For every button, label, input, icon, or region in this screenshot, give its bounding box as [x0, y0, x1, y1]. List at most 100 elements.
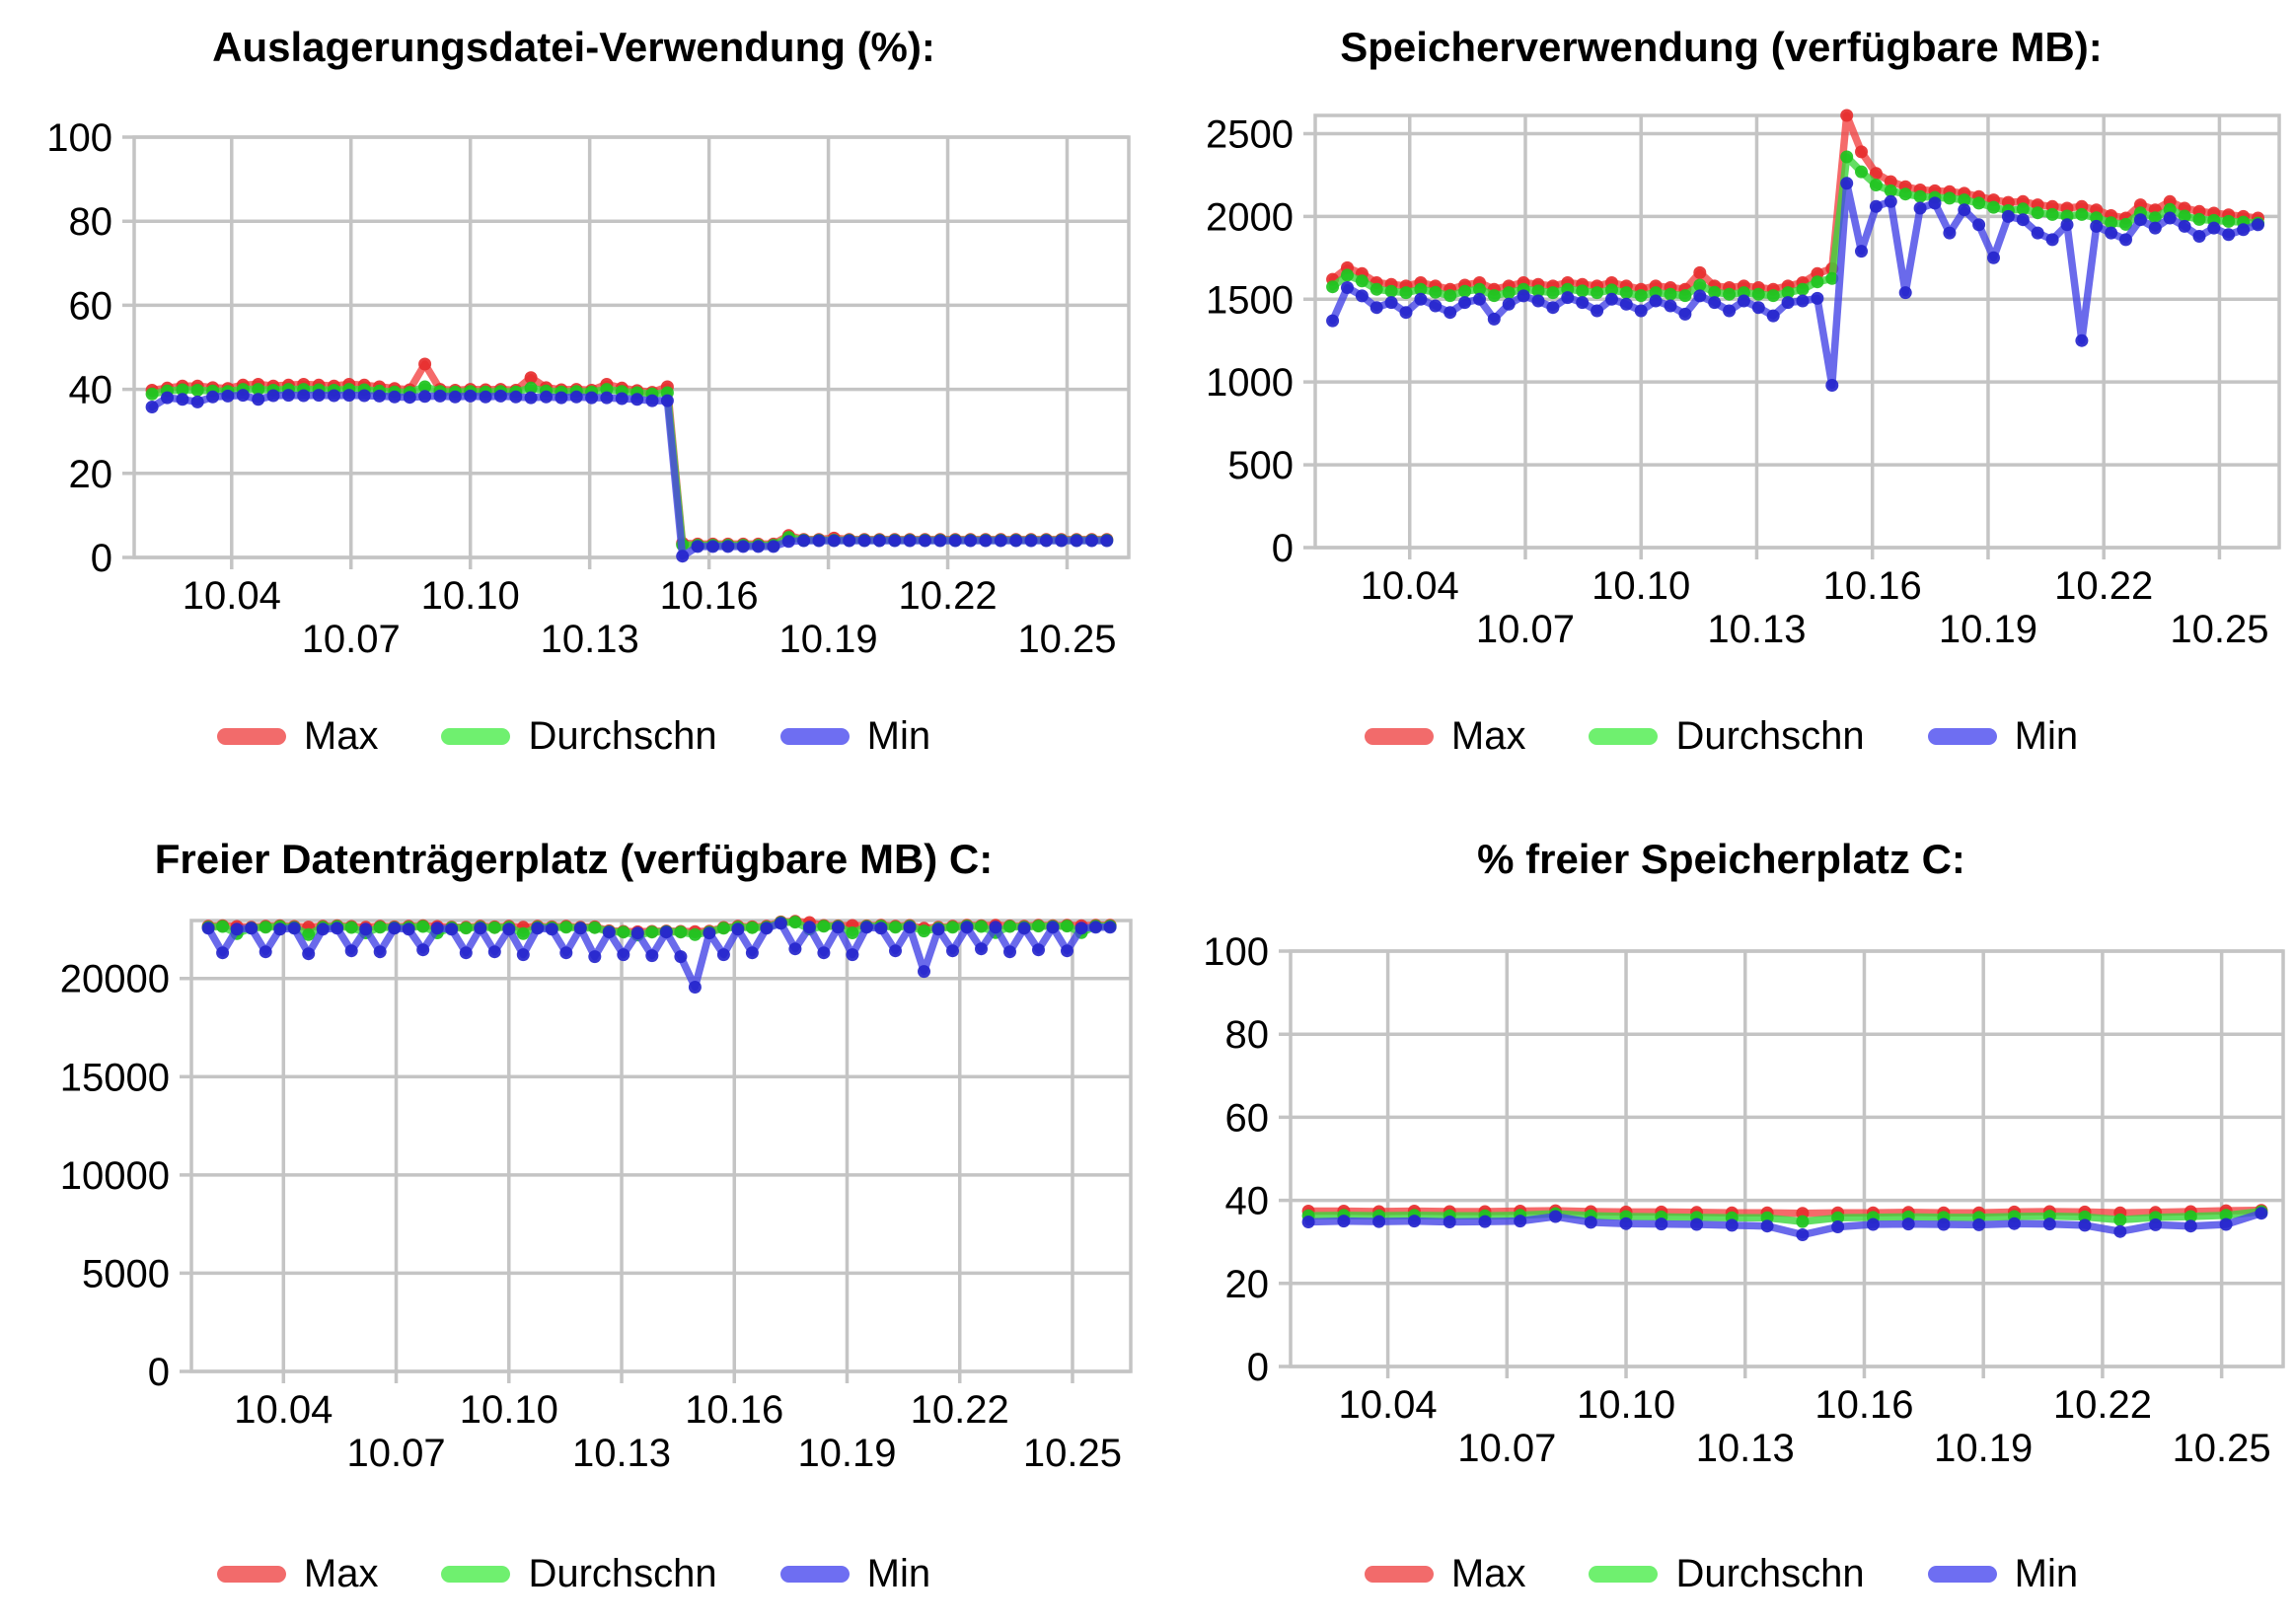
- svg-text:10.19: 10.19: [1934, 1427, 2033, 1470]
- svg-text:0: 0: [91, 537, 112, 580]
- legend-label: Max: [303, 714, 379, 758]
- gridlines: [1279, 949, 2285, 1378]
- svg-text:2000: 2000: [1206, 195, 1294, 239]
- chart-legend: Max Durchschn Min: [0, 1554, 1148, 1593]
- series-min: [201, 917, 1117, 994]
- chart-panel-free-disk-percent: % freier Speicherplatz C: 0 20 40 60 80 100 10…: [1148, 812, 2295, 1624]
- svg-text:10.10: 10.10: [421, 574, 520, 618]
- series-min: [1326, 177, 2264, 392]
- svg-text:100: 100: [46, 116, 112, 160]
- svg-text:40: 40: [69, 369, 113, 412]
- legend-label: Durchschn: [1675, 714, 1865, 758]
- min-series-swatch: [1927, 727, 1997, 745]
- svg-text:10.07: 10.07: [302, 618, 401, 661]
- svg-text:10.16: 10.16: [660, 574, 759, 618]
- max-series-swatch: [216, 1565, 286, 1583]
- max-series-swatch: [1364, 1565, 1434, 1583]
- svg-text:10.07: 10.07: [346, 1432, 445, 1475]
- series-min: [1301, 1207, 2268, 1241]
- chart-legend: Max Durchschn Min: [1148, 716, 2295, 756]
- svg-text:0: 0: [148, 1351, 170, 1394]
- legend-item-durchschn: Durchschn: [1589, 714, 1865, 758]
- svg-text:10.19: 10.19: [1939, 608, 2037, 651]
- min-series-swatch: [1927, 1565, 1997, 1583]
- legend-label: Max: [1450, 1552, 1526, 1595]
- legend-item-durchschn: Durchschn: [441, 1552, 717, 1595]
- svg-text:40: 40: [1225, 1180, 1270, 1223]
- legend-label: Min: [2014, 1552, 2079, 1595]
- svg-text:60: 60: [69, 284, 113, 328]
- legend-item-max: Max: [1364, 714, 1526, 758]
- legend-label: Min: [866, 1552, 931, 1595]
- gridlines: [122, 135, 1131, 569]
- pagefile-usage-chart: 0 20 40 60 80 100 10.04 10.07 10.10 10.13 10.16 10.…: [46, 116, 1131, 661]
- series-durchschn: [145, 380, 1114, 553]
- svg-text:1500: 1500: [1206, 278, 1294, 322]
- svg-text:10.22: 10.22: [2053, 1383, 2152, 1427]
- svg-text:20000: 20000: [60, 958, 170, 1001]
- legend-item-durchschn: Durchschn: [1589, 1552, 1865, 1595]
- svg-text:10.10: 10.10: [1592, 564, 1690, 608]
- chart-title: % freier Speicherplatz C:: [1477, 836, 1965, 882]
- axis-tick-labels: 0 20 40 60 80 100 10.04 10.07 10.10 10.13 10.16 10.…: [46, 116, 1116, 661]
- legend-item-durchschn: Durchschn: [441, 716, 717, 756]
- chart-title: Auslagerungsdatei-Verwendung (%):: [212, 24, 935, 70]
- svg-text:500: 500: [1227, 444, 1294, 487]
- axis-tick-labels: 0 20 40 60 80 100 10.04 10.07 10.10 10.13 10.16 10.…: [1203, 930, 2270, 1470]
- legend-label: Min: [866, 714, 931, 758]
- svg-text:20: 20: [1225, 1263, 1270, 1306]
- avg-series-swatch: [441, 1565, 511, 1583]
- chart-panel-free-disk-mb: Freier Datenträgerplatz (verfügbare MB) …: [0, 812, 1148, 1624]
- legend-item-min: Min: [1927, 714, 2079, 758]
- legend-label: Min: [2014, 714, 2079, 758]
- svg-text:10.19: 10.19: [797, 1432, 896, 1475]
- svg-text:10.25: 10.25: [1023, 1432, 1122, 1475]
- free-disk-mb-chart: 0 5000 10000 15000 20000 10.04 10.07 10.10 10.13…: [60, 915, 1133, 1475]
- max-series-swatch: [1364, 727, 1434, 745]
- svg-text:10.13: 10.13: [1696, 1427, 1795, 1470]
- svg-text:2500: 2500: [1206, 112, 1294, 156]
- svg-text:0: 0: [1272, 527, 1294, 570]
- chart-panel-pagefile-usage: Auslagerungsdatei-Verwendung (%): 0 20 40 6…: [0, 0, 1148, 812]
- svg-text:10.22: 10.22: [911, 1388, 1009, 1432]
- svg-text:0: 0: [1247, 1346, 1269, 1389]
- legend-label: Durchschn: [1675, 1552, 1865, 1595]
- svg-text:10.04: 10.04: [183, 574, 281, 618]
- svg-text:10.04: 10.04: [1361, 564, 1459, 608]
- svg-text:60: 60: [1225, 1096, 1270, 1140]
- svg-text:10.10: 10.10: [1577, 1383, 1675, 1427]
- legend-label: Durchschn: [528, 1552, 717, 1595]
- svg-text:100: 100: [1203, 930, 1269, 974]
- svg-text:10.16: 10.16: [685, 1388, 783, 1432]
- svg-text:10.13: 10.13: [1707, 608, 1806, 651]
- chart-legend: Max Durchschn Min: [0, 716, 1148, 756]
- svg-text:1000: 1000: [1206, 361, 1294, 405]
- gridlines: [180, 919, 1133, 1383]
- svg-text:5000: 5000: [82, 1252, 170, 1295]
- svg-text:20: 20: [69, 453, 113, 496]
- svg-text:10.16: 10.16: [1814, 1383, 1913, 1427]
- svg-text:10.10: 10.10: [460, 1388, 558, 1432]
- avg-series-swatch: [1589, 1565, 1659, 1583]
- axis-tick-labels: 0 500 1000 1500 2000 2500 10.04 10.07 10.10 10.13…: [1206, 112, 2268, 651]
- min-series-swatch: [779, 727, 850, 745]
- svg-text:10.13: 10.13: [572, 1432, 671, 1475]
- avg-series-swatch: [441, 727, 511, 745]
- legend-item-max: Max: [1364, 1552, 1526, 1595]
- series-max: [1326, 109, 2264, 296]
- svg-text:80: 80: [69, 200, 113, 244]
- svg-text:10.25: 10.25: [2170, 608, 2268, 651]
- series-min: [145, 389, 1114, 563]
- svg-text:15000: 15000: [60, 1056, 170, 1099]
- chart-title: Freier Datenträgerplatz (verfügbare MB) …: [154, 836, 994, 882]
- svg-text:10.07: 10.07: [1457, 1427, 1556, 1470]
- legend-item-min: Min: [779, 1552, 931, 1595]
- chart-panel-memory-usage: Speicherverwendung (verfügbare MB): 0 500…: [1148, 0, 2295, 812]
- legend-label: Max: [1450, 714, 1526, 758]
- svg-text:10.25: 10.25: [2173, 1427, 2271, 1470]
- avg-series-swatch: [1589, 727, 1659, 745]
- min-series-swatch: [779, 1565, 850, 1583]
- gridlines: [1303, 113, 2281, 559]
- chart-legend: Max Durchschn Min: [1148, 1554, 2295, 1593]
- legend-item-max: Max: [216, 1554, 378, 1593]
